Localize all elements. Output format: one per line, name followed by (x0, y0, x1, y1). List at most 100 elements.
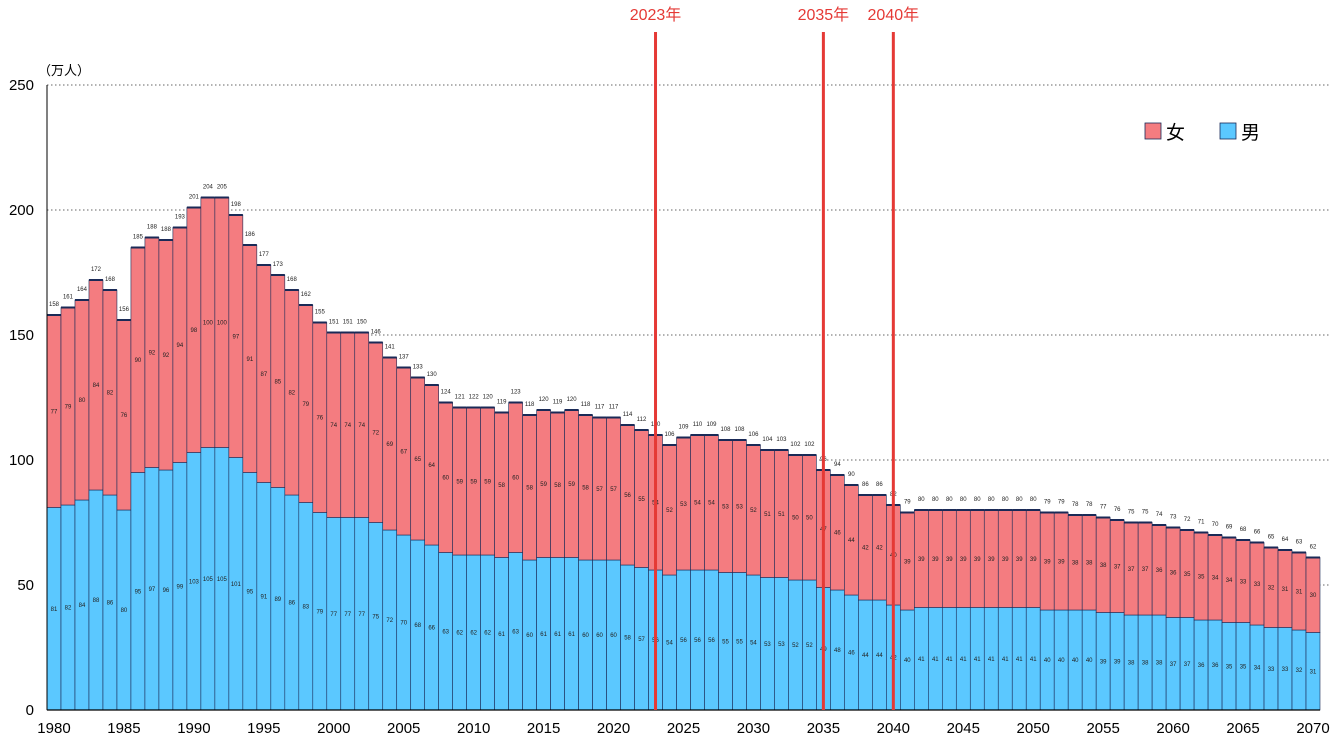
data-label-female: 51 (778, 512, 785, 518)
x-tick-label: 2015 (527, 720, 560, 737)
data-label-total: 137 (399, 355, 410, 361)
data-label-total: 108 (734, 427, 745, 433)
data-label-total: 110 (693, 422, 703, 428)
data-label-male: 66 (428, 626, 435, 632)
data-label-total: 112 (637, 417, 647, 423)
data-label-female: 77 (51, 409, 58, 415)
data-label-male: 61 (540, 632, 547, 638)
year-markers: 2023年 2035年 2040年 (630, 6, 919, 710)
year-marker-label: 2040年 (868, 6, 920, 24)
data-label-female: 82 (107, 391, 114, 397)
x-tick-label: 2055 (1086, 720, 1119, 737)
y-unit-label: （万人） (38, 64, 90, 79)
data-label-total: 117 (609, 405, 619, 411)
data-label-female: 34 (1226, 578, 1233, 584)
x-tick-label: 2050 (1017, 720, 1050, 737)
data-label-male: 77 (330, 612, 337, 618)
data-label-female: 35 (1198, 574, 1205, 580)
data-label-female: 92 (163, 353, 170, 359)
data-label-total: 80 (918, 497, 925, 503)
year-marker-label: 2035年 (798, 6, 850, 24)
data-label-male: 41 (1016, 657, 1023, 663)
data-label-total: 123 (511, 390, 522, 396)
data-label-male: 86 (288, 601, 295, 607)
data-label-male: 96 (163, 588, 170, 594)
data-label-male: 31 (1310, 669, 1317, 675)
data-label-total: 90 (848, 472, 855, 478)
data-label-male: 41 (1030, 657, 1037, 663)
data-label-female: 39 (1044, 559, 1051, 565)
data-label-total: 120 (483, 395, 494, 401)
data-label-female: 42 (862, 546, 869, 552)
data-label-female: 90 (135, 358, 142, 364)
data-label-male: 105 (203, 577, 214, 583)
data-label-total: 72 (1184, 517, 1191, 523)
y-tick-label: 150 (9, 327, 34, 344)
data-label-female: 56 (624, 493, 631, 499)
data-label-male: 77 (358, 612, 365, 618)
data-label-male: 84 (79, 603, 86, 609)
x-tick-label: 1985 (107, 720, 140, 737)
data-label-female: 33 (1254, 582, 1261, 588)
legend-label: 男 (1241, 122, 1260, 144)
data-label-total: 177 (259, 252, 270, 258)
data-label-male: 56 (708, 638, 715, 644)
data-label-total: 172 (91, 267, 102, 273)
data-label-total: 86 (862, 482, 869, 488)
data-label-female: 100 (217, 321, 228, 327)
x-tick-label: 2005 (387, 720, 420, 737)
x-tick-label: 1990 (177, 720, 210, 737)
data-label-male: 70 (400, 621, 407, 627)
data-label-total: 64 (1282, 537, 1289, 543)
legend-swatch (1144, 122, 1162, 140)
data-label-total: 120 (539, 397, 550, 403)
data-label-female: 39 (960, 557, 967, 563)
data-label-male: 41 (932, 657, 939, 663)
data-label-total: 79 (1058, 500, 1065, 506)
data-label-male: 32 (1296, 668, 1303, 674)
data-label-female: 50 (806, 516, 813, 522)
data-label-male: 62 (456, 631, 463, 637)
data-label-female: 85 (274, 379, 281, 385)
data-label-female: 65 (414, 457, 421, 463)
data-label-total: 80 (988, 497, 995, 503)
data-label-male: 55 (722, 639, 729, 645)
data-label-male: 68 (414, 623, 421, 629)
data-label-total: 79 (1044, 500, 1051, 506)
data-label-total: 133 (413, 365, 424, 371)
data-label-female: 72 (372, 431, 379, 437)
data-label-female: 31 (1296, 589, 1303, 595)
data-label-female: 50 (792, 516, 799, 522)
data-label-female: 57 (596, 487, 603, 493)
data-label-male: 101 (231, 582, 242, 588)
data-label-total: 75 (1142, 510, 1149, 516)
data-label-female: 38 (1086, 561, 1093, 567)
data-label-total: 109 (706, 422, 717, 428)
data-label-total: 77 (1100, 505, 1107, 511)
data-label-male: 52 (792, 643, 799, 649)
data-label-male: 46 (848, 651, 855, 657)
data-label-male: 81 (51, 607, 58, 613)
data-label-male: 58 (624, 636, 631, 642)
data-label-female: 37 (1114, 564, 1121, 570)
data-label-total: 117 (595, 405, 605, 411)
data-label-female: 87 (260, 372, 267, 378)
data-label-male: 37 (1184, 662, 1191, 668)
data-label-female: 52 (750, 508, 757, 514)
data-label-male: 82 (65, 606, 72, 612)
data-label-female: 39 (988, 557, 995, 563)
data-label-male: 40 (1086, 658, 1093, 664)
data-label-male: 40 (904, 658, 911, 664)
data-label-male: 33 (1282, 667, 1289, 673)
data-label-total: 122 (469, 395, 480, 401)
data-label-male: 99 (177, 584, 184, 590)
x-tick-label: 2025 (667, 720, 700, 737)
data-label-male: 36 (1198, 663, 1205, 669)
data-label-total: 80 (1016, 497, 1023, 503)
data-label-male: 56 (680, 638, 687, 644)
data-label-male: 83 (302, 604, 309, 610)
data-label-female: 51 (764, 512, 771, 518)
data-label-total: 173 (273, 262, 284, 268)
x-tick-label: 2000 (317, 720, 350, 737)
data-label-total: 130 (427, 372, 438, 378)
